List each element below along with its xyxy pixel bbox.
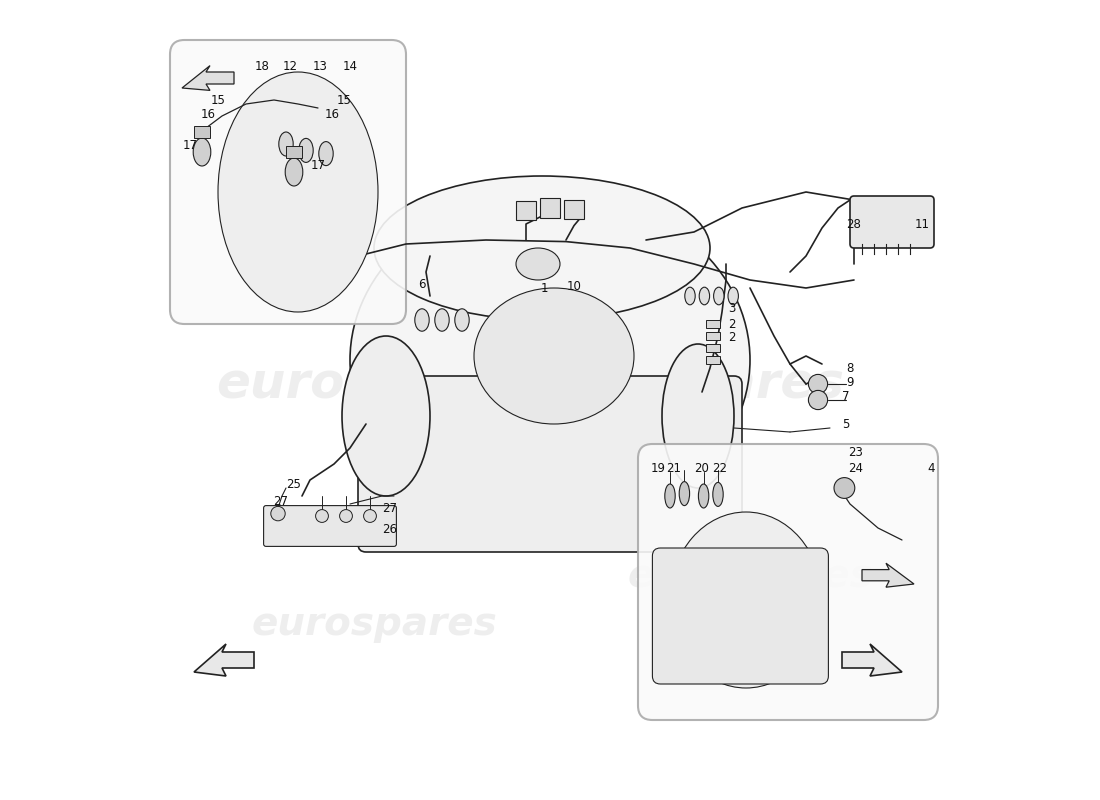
Text: 26: 26	[383, 523, 397, 536]
Text: 20: 20	[694, 462, 710, 474]
Text: eurospares: eurospares	[627, 557, 873, 595]
Text: 25: 25	[287, 478, 301, 490]
Ellipse shape	[662, 344, 734, 488]
Text: 3: 3	[728, 302, 735, 314]
Text: 27: 27	[383, 502, 397, 514]
FancyBboxPatch shape	[264, 506, 396, 546]
Polygon shape	[842, 644, 902, 676]
FancyBboxPatch shape	[358, 376, 742, 552]
Ellipse shape	[454, 309, 470, 331]
Text: 16: 16	[201, 108, 216, 121]
Text: 24: 24	[848, 462, 864, 474]
Ellipse shape	[679, 482, 690, 506]
Ellipse shape	[714, 287, 724, 305]
Text: 17: 17	[183, 139, 198, 152]
Ellipse shape	[319, 142, 333, 166]
Text: 13: 13	[314, 60, 328, 73]
Ellipse shape	[700, 287, 710, 305]
Text: 28: 28	[847, 218, 861, 230]
FancyBboxPatch shape	[652, 548, 828, 684]
Bar	[286, 146, 302, 158]
Text: 10: 10	[566, 280, 582, 293]
Polygon shape	[194, 644, 254, 676]
Text: 23: 23	[848, 446, 864, 458]
Ellipse shape	[342, 336, 430, 496]
Text: 6: 6	[418, 278, 426, 290]
Ellipse shape	[698, 484, 708, 508]
Circle shape	[808, 390, 827, 410]
Polygon shape	[862, 563, 914, 587]
Ellipse shape	[474, 288, 634, 424]
Text: 4: 4	[928, 462, 935, 474]
Bar	[706, 344, 721, 352]
Text: 15: 15	[337, 94, 352, 106]
Circle shape	[316, 510, 329, 522]
Text: 8: 8	[846, 362, 854, 374]
Text: 14: 14	[342, 60, 358, 73]
Bar	[563, 200, 584, 219]
Bar	[540, 198, 560, 218]
Ellipse shape	[728, 287, 738, 305]
Text: eurospares: eurospares	[528, 360, 844, 408]
Text: 19: 19	[650, 462, 666, 474]
Circle shape	[271, 506, 285, 521]
Ellipse shape	[713, 482, 723, 506]
Text: 22: 22	[712, 462, 727, 474]
Circle shape	[808, 374, 827, 394]
Circle shape	[340, 510, 352, 522]
Text: 9: 9	[846, 376, 854, 389]
Ellipse shape	[664, 484, 675, 508]
Text: 1: 1	[541, 282, 548, 294]
FancyBboxPatch shape	[850, 196, 934, 248]
Ellipse shape	[516, 248, 560, 280]
Circle shape	[834, 478, 855, 498]
Ellipse shape	[434, 309, 449, 331]
Text: 15: 15	[210, 94, 225, 106]
Ellipse shape	[285, 158, 303, 186]
Bar	[516, 201, 537, 220]
FancyBboxPatch shape	[170, 40, 406, 324]
Text: 21: 21	[667, 462, 682, 474]
Text: 27: 27	[273, 495, 288, 508]
Ellipse shape	[299, 138, 314, 162]
Bar	[194, 126, 210, 138]
Text: 16: 16	[324, 108, 340, 121]
Text: 7: 7	[843, 390, 849, 402]
Polygon shape	[182, 66, 234, 90]
Bar	[706, 320, 721, 328]
Text: 2: 2	[728, 331, 735, 344]
Text: 5: 5	[843, 418, 849, 430]
Bar	[706, 356, 721, 364]
Text: 2: 2	[728, 318, 735, 330]
Text: 18: 18	[254, 60, 270, 73]
Text: eurospares: eurospares	[251, 605, 497, 643]
Text: 12: 12	[283, 60, 297, 73]
Ellipse shape	[685, 287, 695, 305]
Ellipse shape	[670, 512, 822, 688]
Text: eurospares: eurospares	[216, 360, 532, 408]
Ellipse shape	[350, 192, 750, 528]
Ellipse shape	[194, 138, 211, 166]
Circle shape	[364, 510, 376, 522]
FancyBboxPatch shape	[638, 444, 938, 720]
Ellipse shape	[374, 176, 710, 320]
Ellipse shape	[415, 309, 429, 331]
Text: 11: 11	[914, 218, 929, 230]
Ellipse shape	[218, 72, 378, 312]
Ellipse shape	[278, 132, 294, 156]
Text: 17: 17	[310, 159, 326, 172]
Bar	[706, 332, 721, 340]
